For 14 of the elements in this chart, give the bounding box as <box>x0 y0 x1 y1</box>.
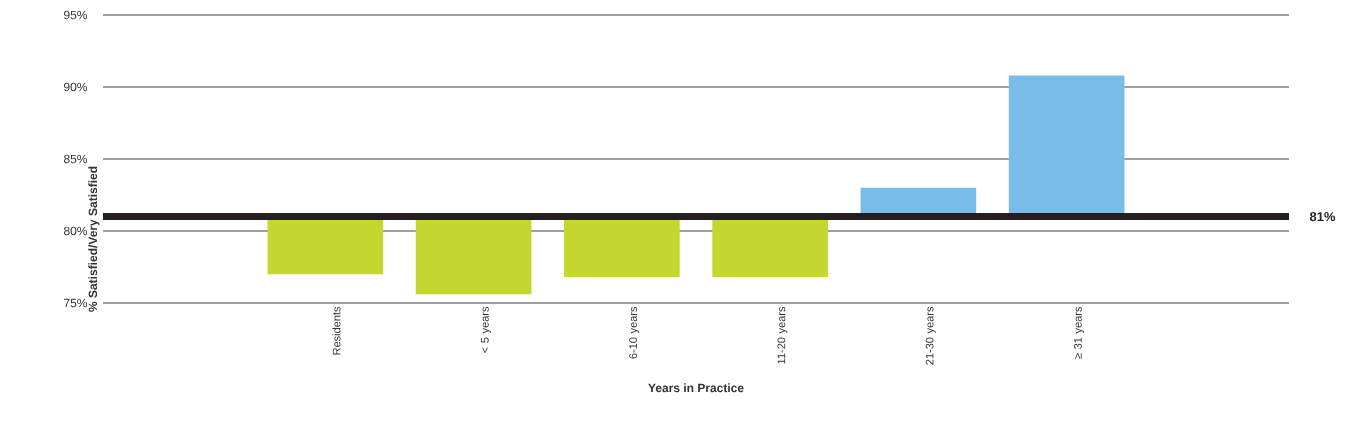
x-tick-label: < 5 years <box>481 306 491 353</box>
x-tick-label: 21-30 years <box>925 306 936 365</box>
x-tick-label: 6-10 years <box>629 306 640 359</box>
x-tick-label: 11-20 years <box>777 306 788 364</box>
ref-line-label: 81% <box>1309 212 1336 222</box>
y-tick-label: 95% <box>64 10 88 20</box>
y-tick-label: 75% <box>64 298 88 308</box>
x-axis-title: Years in Practice <box>648 383 744 393</box>
x-tick-label: ≥ 31 years <box>1073 306 1084 359</box>
y-tick-label: 90% <box>64 82 88 92</box>
y-tick-label: 85% <box>63 154 88 164</box>
x-tick-label: Residents <box>332 306 341 355</box>
y-axis-title: % Satisfied/Very Satisfied <box>88 166 100 312</box>
y-tick-label: 80% <box>63 226 88 236</box>
